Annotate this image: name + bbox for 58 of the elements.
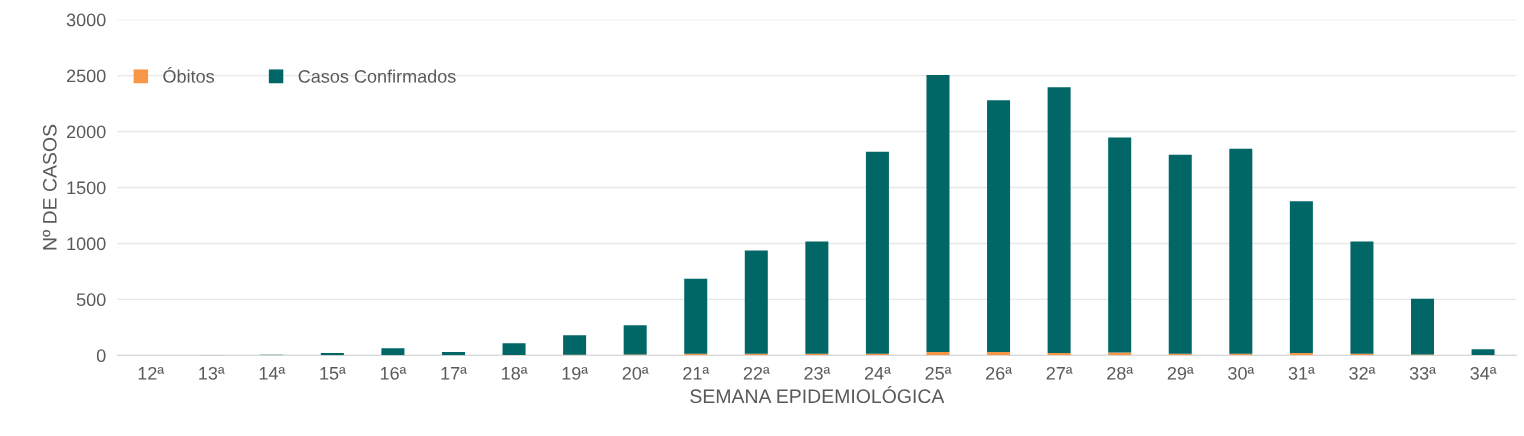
x-tick-label: 33ª <box>1409 366 1436 380</box>
y-tick-label: 500 <box>76 293 106 307</box>
x-tick-label: 26ª <box>986 366 1012 380</box>
x-tick-label: 29ª <box>1167 366 1194 380</box>
x-tick-label: 27ª <box>1046 366 1073 380</box>
bar <box>1471 349 1495 356</box>
bar <box>1108 137 1132 353</box>
bar <box>381 348 405 356</box>
bar <box>1289 201 1313 354</box>
bar <box>1168 154 1192 354</box>
bar <box>1047 353 1071 356</box>
y-tick-label: 2000 <box>66 125 106 139</box>
legend-label: Óbitos <box>163 66 215 83</box>
y-tick-label: 3000 <box>66 13 106 27</box>
bar <box>926 351 950 356</box>
y-tick-label: 1000 <box>67 237 106 251</box>
bar <box>926 75 950 352</box>
y-tick-label: 1500 <box>67 181 106 195</box>
bar <box>1411 298 1435 355</box>
x-tick-label: 21ª <box>683 366 710 380</box>
x-tick-label: 15ª <box>320 366 346 380</box>
x-tick-label: 22ª <box>743 366 770 380</box>
bar <box>1350 241 1374 354</box>
y-axis-title: Nº DE CASOS <box>42 124 57 250</box>
x-tick-label: 30ª <box>1228 366 1255 380</box>
bar <box>441 351 465 356</box>
bar <box>623 325 647 355</box>
bar <box>865 151 889 354</box>
x-axis-title: SEMANA EPIDEMIOLÓGICA <box>690 386 945 404</box>
x-tick-label: 18ª <box>502 366 528 380</box>
bar <box>744 250 768 354</box>
x-tick-label: 19ª <box>562 366 589 380</box>
x-tick-label: 34ª <box>1470 366 1497 380</box>
legend-label: Casos Confirmados <box>298 69 456 83</box>
x-tick-label: 32ª <box>1349 366 1376 380</box>
bar <box>987 100 1011 352</box>
x-tick-label: 31ª <box>1288 366 1315 380</box>
x-tick-label: 14ª <box>259 366 286 380</box>
bar <box>987 351 1011 356</box>
x-tick-label: 24ª <box>864 366 891 380</box>
x-tick-label: 13ª <box>199 366 225 380</box>
bar <box>684 278 708 354</box>
x-tick-label: 16ª <box>380 366 407 380</box>
bar <box>1289 353 1313 356</box>
x-tick-label: 17ª <box>441 366 467 380</box>
x-tick-label: 23ª <box>804 366 831 380</box>
bar <box>805 241 829 354</box>
bar <box>563 335 587 355</box>
y-tick-label: 2500 <box>66 69 106 83</box>
y-tick-label: 0 <box>96 349 106 363</box>
x-tick-label: 20ª <box>622 366 649 380</box>
bar <box>1229 148 1253 354</box>
x-tick-label: 12ª <box>138 366 165 380</box>
bar <box>320 353 344 356</box>
bar <box>1047 87 1071 354</box>
bar <box>502 343 526 356</box>
x-tick-label: 25ª <box>925 366 952 380</box>
x-tick-label: 28ª <box>1107 366 1134 380</box>
